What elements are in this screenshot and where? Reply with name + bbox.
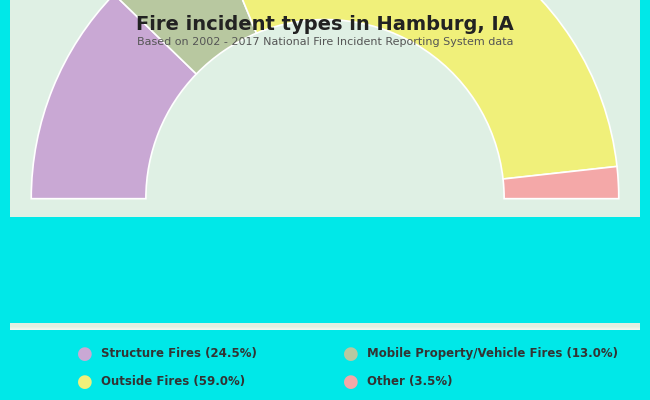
Bar xyxy=(10,324,640,327)
Bar xyxy=(10,326,640,329)
Bar xyxy=(10,326,640,329)
Bar xyxy=(10,326,640,330)
Bar xyxy=(10,324,640,327)
Bar xyxy=(10,325,640,328)
Bar xyxy=(10,323,640,327)
Wedge shape xyxy=(503,166,619,199)
Bar xyxy=(10,325,640,329)
Bar xyxy=(10,325,640,328)
Wedge shape xyxy=(31,0,196,199)
Wedge shape xyxy=(114,0,257,74)
Bar xyxy=(10,323,640,327)
Bar xyxy=(10,324,640,328)
Bar xyxy=(10,323,640,327)
Bar xyxy=(10,324,640,327)
Bar xyxy=(10,324,640,328)
Bar xyxy=(10,326,640,329)
Bar xyxy=(10,326,640,329)
Bar xyxy=(10,324,640,327)
Bar xyxy=(10,326,640,330)
Bar xyxy=(10,326,640,329)
Bar xyxy=(10,326,640,330)
Bar xyxy=(10,324,640,327)
Bar xyxy=(10,324,640,327)
Text: Fire incident types in Hamburg, IA: Fire incident types in Hamburg, IA xyxy=(136,15,514,34)
Bar xyxy=(10,326,640,330)
Bar xyxy=(10,326,640,330)
Bar xyxy=(10,324,640,328)
Bar xyxy=(10,324,640,328)
Bar xyxy=(10,325,640,329)
Bar xyxy=(10,323,640,327)
Bar xyxy=(10,324,640,327)
Bar xyxy=(10,326,640,330)
Bar xyxy=(10,326,640,330)
Bar xyxy=(10,324,640,327)
Bar xyxy=(10,325,640,329)
Bar xyxy=(10,324,640,328)
Bar xyxy=(10,325,640,328)
Bar xyxy=(10,324,640,327)
Text: ●: ● xyxy=(77,373,92,391)
Bar xyxy=(10,324,640,328)
Bar xyxy=(10,324,640,328)
Bar xyxy=(10,325,640,329)
Bar xyxy=(10,326,640,330)
Bar xyxy=(10,325,640,329)
Bar xyxy=(10,323,640,326)
Text: Other (3.5%): Other (3.5%) xyxy=(367,376,453,388)
Bar xyxy=(10,324,640,328)
Bar xyxy=(10,323,640,326)
Bar xyxy=(10,326,640,330)
Bar xyxy=(10,324,640,327)
Wedge shape xyxy=(213,0,617,179)
Bar xyxy=(10,324,640,328)
Bar xyxy=(10,325,640,329)
Bar xyxy=(10,323,640,327)
Bar xyxy=(10,326,640,330)
Bar xyxy=(10,326,640,330)
Bar xyxy=(10,325,640,328)
Text: Mobile Property/Vehicle Fires (13.0%): Mobile Property/Vehicle Fires (13.0%) xyxy=(367,348,618,360)
Bar xyxy=(10,325,640,328)
Bar xyxy=(10,324,640,327)
Text: Structure Fires (24.5%): Structure Fires (24.5%) xyxy=(101,348,257,360)
Bar xyxy=(10,325,640,328)
Bar xyxy=(10,323,640,327)
Bar xyxy=(10,324,640,328)
Bar xyxy=(10,323,640,327)
Bar xyxy=(10,326,640,329)
Bar xyxy=(10,324,640,328)
Bar xyxy=(10,325,640,328)
Bar xyxy=(10,325,640,329)
Bar xyxy=(10,326,640,330)
Bar xyxy=(10,326,640,329)
Bar xyxy=(10,326,640,329)
Bar xyxy=(10,324,640,328)
Bar xyxy=(10,326,640,329)
Bar xyxy=(10,324,640,328)
Bar xyxy=(10,324,640,328)
Text: Outside Fires (59.0%): Outside Fires (59.0%) xyxy=(101,376,245,388)
Text: ●: ● xyxy=(343,373,359,391)
Bar xyxy=(10,325,640,328)
Bar xyxy=(10,324,640,328)
Bar xyxy=(10,326,640,329)
Bar xyxy=(10,326,640,330)
Bar xyxy=(10,325,640,328)
Bar xyxy=(10,326,640,330)
Bar xyxy=(10,326,640,329)
Bar xyxy=(10,325,640,328)
Bar xyxy=(10,325,640,328)
Text: Based on 2002 - 2017 National Fire Incident Reporting System data: Based on 2002 - 2017 National Fire Incid… xyxy=(136,37,514,47)
Bar xyxy=(10,324,640,328)
Text: ●: ● xyxy=(77,345,92,363)
Text: ●: ● xyxy=(343,345,359,363)
Bar xyxy=(10,326,640,329)
